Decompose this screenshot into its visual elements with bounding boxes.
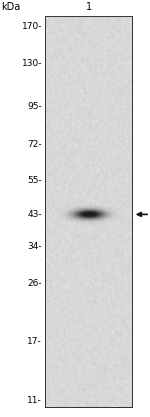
Text: 11-: 11- — [27, 396, 42, 405]
Bar — [45, 17, 132, 407]
Text: 170-: 170- — [21, 23, 42, 31]
Text: 34-: 34- — [27, 242, 42, 251]
Text: 55-: 55- — [27, 176, 42, 185]
Text: 43-: 43- — [27, 210, 42, 219]
Text: 130-: 130- — [21, 59, 42, 68]
Text: kDa: kDa — [2, 3, 21, 13]
Text: 17-: 17- — [27, 337, 42, 346]
Text: 26-: 26- — [27, 279, 42, 288]
Text: 72-: 72- — [27, 140, 42, 148]
Text: 95-: 95- — [27, 102, 42, 111]
Bar — [45, 17, 132, 407]
Text: 1: 1 — [86, 3, 92, 13]
